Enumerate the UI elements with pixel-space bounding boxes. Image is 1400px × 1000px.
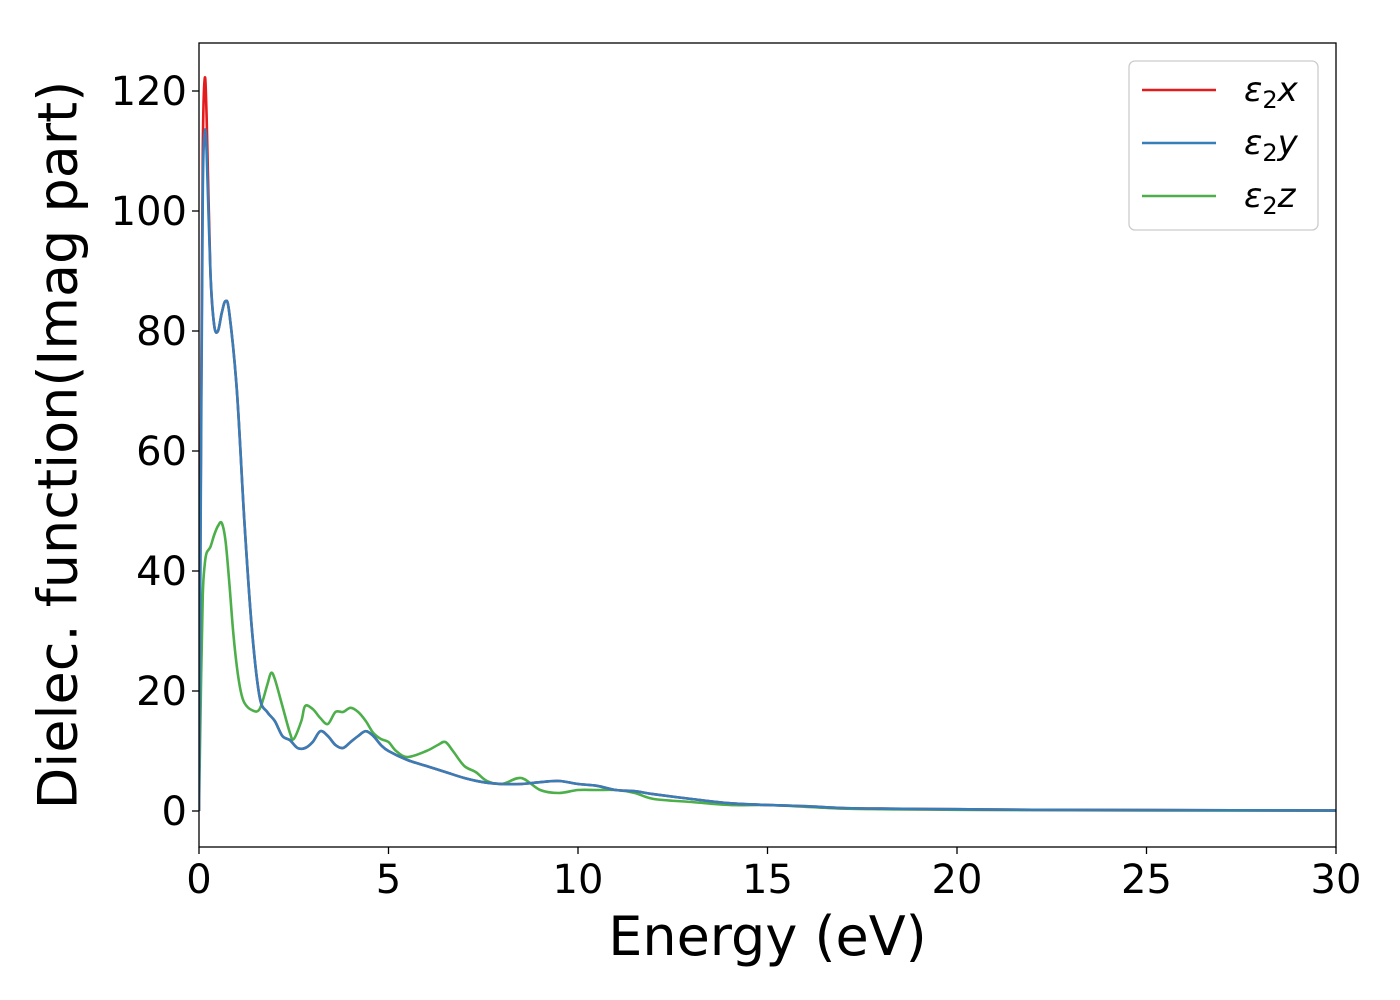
- x-axis-title: Energy (eV): [608, 905, 927, 968]
- y-axis-title: Dielec. function(Imag part): [27, 81, 90, 810]
- x-tick-label: 20: [932, 857, 983, 903]
- x-tick-label: 15: [742, 857, 793, 903]
- ticks-layer: 0 5 10 15 20 25 30 0 20 40 60 80 100 120: [111, 69, 1362, 903]
- y-tick-label: 100: [111, 189, 187, 235]
- legend: ε2x ε2y ε2z: [1128, 60, 1319, 231]
- legend-box: [1128, 60, 1319, 231]
- legend-label-z: ε2z: [1244, 176, 1297, 220]
- y-tick-label: 120: [111, 69, 187, 115]
- x-tick-label: 0: [186, 857, 211, 903]
- series-line-y: [199, 128, 1336, 812]
- legend-label-x: ε2x: [1244, 70, 1299, 114]
- x-tick-label: 30: [1311, 857, 1362, 903]
- series-layer: [199, 76, 1336, 812]
- y-tick-label: 60: [136, 429, 187, 475]
- y-tick-label: 40: [136, 549, 187, 595]
- legend-label-y: ε2y: [1244, 123, 1299, 167]
- series-line-z: [199, 520, 1336, 812]
- x-tick-label: 25: [1121, 857, 1172, 903]
- x-tick-label: 5: [376, 857, 401, 903]
- y-tick-label: 20: [136, 669, 187, 715]
- y-tick-label: 80: [136, 309, 187, 355]
- y-tick-label: 0: [162, 789, 187, 835]
- x-tick-label: 10: [553, 857, 604, 903]
